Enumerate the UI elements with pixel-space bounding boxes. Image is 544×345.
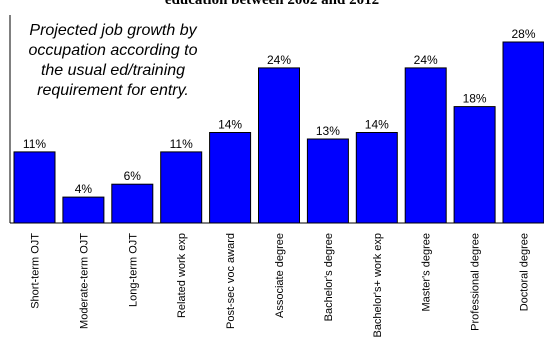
bar-value-label: 11% [170, 137, 193, 151]
x-tick-label: Moderate-term OJT [78, 233, 90, 329]
bar-value-label: 6% [124, 169, 142, 183]
bar-value-label: 18% [463, 92, 487, 106]
x-tick-label: Bachelor's+ work exp [372, 233, 384, 338]
bar [160, 151, 203, 224]
x-tick-label: Related work exp [176, 233, 188, 318]
chart-annotation: Projected job growth by occupation accord… [29, 22, 198, 99]
bar [404, 67, 447, 224]
bar-value-label: 11% [23, 137, 46, 151]
bar-value-label: 28% [511, 27, 535, 41]
bar [258, 67, 300, 224]
bar-value-label: 24% [267, 53, 291, 67]
bar [502, 41, 544, 224]
value-labels: 11% 4% 6% 11% 14% 24% 13% 14% 24% 18% 28% [23, 27, 536, 196]
bar [62, 196, 105, 224]
annotation-line: occupation according to [29, 42, 198, 59]
annotation-line: Projected job growth by [29, 22, 197, 39]
x-tick-label: Bachelor's degree [323, 233, 335, 321]
x-tick-label: Doctoral degree [519, 233, 531, 311]
bar [111, 183, 154, 224]
bar [453, 106, 496, 224]
bar-value-label: 13% [316, 124, 340, 138]
bar-value-label: 4% [75, 182, 93, 196]
annotation-line: the usual ed/training [41, 62, 185, 79]
x-tick-label: Associate degree [274, 233, 286, 318]
x-tick-label: Short-term OJT [30, 233, 42, 309]
bar-value-label: 24% [414, 53, 438, 67]
x-tick-label: Long-term OJT [127, 233, 139, 307]
bar-value-label: 14% [218, 118, 242, 132]
bar [355, 132, 398, 224]
bar-series [13, 41, 544, 224]
bar [209, 132, 252, 224]
x-tick-label: Post-sec voc award [225, 233, 237, 329]
bar-value-label: 14% [365, 118, 389, 132]
bar [13, 151, 56, 224]
chart-title: education between 2002 and 2012 [165, 0, 379, 8]
x-tick-label: Master's degree [421, 233, 433, 312]
bar [306, 138, 349, 224]
annotation-line: requirement for entry. [37, 82, 189, 99]
x-tick-label: Professional degree [470, 233, 482, 331]
x-tick-labels: Short-term OJT Moderate-term OJT Long-term… [30, 233, 531, 338]
